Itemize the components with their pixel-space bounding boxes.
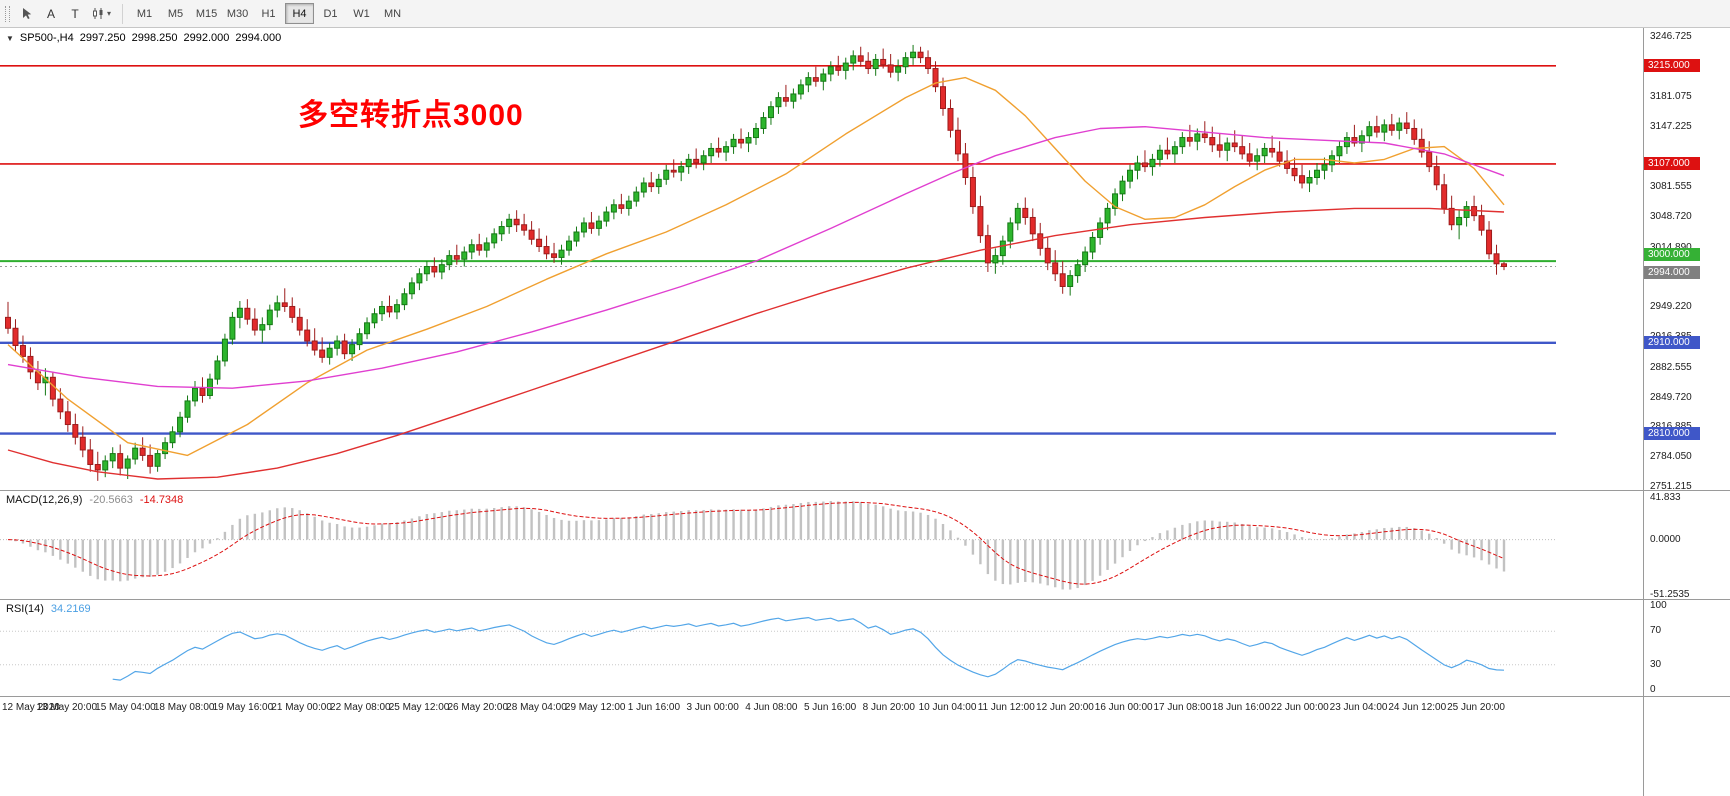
price-tag: 3215.000	[1644, 58, 1700, 72]
main-toolbar: A T ▾ M1 M5 M15 M30 H1 H4 D1 W1 MN	[0, 0, 1730, 28]
low-value: 2992.000	[183, 32, 230, 44]
time-label: 16 Jun 00:00	[1094, 702, 1153, 713]
chart-annotation: 多空转折点3000	[298, 99, 524, 132]
time-label: 23 Jun 04:00	[1329, 702, 1388, 713]
price-tag: 3000.000	[1644, 248, 1700, 262]
close-value: 2994.000	[235, 32, 282, 44]
pointer-tool-button[interactable]	[16, 3, 38, 25]
collapse-icon[interactable]: ▼	[6, 33, 14, 43]
pointer-icon	[21, 7, 33, 20]
timeframe-button-d1[interactable]: D1	[316, 3, 345, 24]
time-label: 5 Jun 16:00	[803, 702, 857, 713]
shapes-tool-button[interactable]: ▾	[88, 3, 115, 25]
time-label: 25 May 12:00	[388, 702, 450, 713]
rsi-label: RSI(14)	[6, 603, 44, 615]
time-label: 24 Jun 12:00	[1388, 702, 1447, 713]
rsi-axis-label: 0	[1650, 684, 1656, 695]
timeframe-button-h4[interactable]: H4	[285, 3, 315, 24]
price-tag: 2910.000	[1644, 335, 1700, 349]
price-tag: 2810.000	[1644, 426, 1700, 440]
timeframe-group: M1 M5 M15 M30 H1 H4 D1 W1 MN	[129, 3, 408, 24]
time-label: 18 May 08:00	[153, 702, 215, 713]
price-tick: 3048.720	[1650, 210, 1692, 222]
rsi-label-row: RSI(14) 34.2169	[6, 603, 91, 615]
time-label: 12 May 2020	[2, 702, 60, 713]
panel-divider[interactable]	[0, 490, 1730, 491]
time-label: 15 May 04:00	[95, 702, 156, 713]
macd-signal-value: -14.7348	[139, 494, 184, 506]
time-label: 12 Jun 20:00	[1036, 702, 1094, 713]
rsi-panel[interactable]: RSI(14) 34.2169	[0, 600, 1643, 696]
high-value: 2998.250	[131, 32, 178, 44]
caret-down-icon: ▾	[107, 9, 112, 18]
rsi-axis-label: 70	[1650, 625, 1662, 637]
price-tick: 2751.215	[1650, 480, 1692, 492]
panel-divider[interactable]	[0, 599, 1730, 600]
rsi-axis-label: 30	[1650, 658, 1662, 670]
timeframe-button-m5[interactable]: M5	[161, 3, 190, 24]
macd-label-row: MACD(12,26,9) -20.5663 -14.7348	[6, 494, 183, 506]
open-value: 2997.250	[79, 32, 126, 44]
timeframe-button-m15[interactable]: M15	[192, 3, 221, 24]
macd-chart-svg[interactable]	[0, 491, 1556, 599]
time-label: 21 May 00:00	[271, 702, 332, 713]
macd-panel[interactable]: MACD(12,26,9) -20.5663 -14.7348	[0, 491, 1643, 599]
time-label: 29 May 12:00	[564, 702, 626, 713]
time-label: 13 May 20:00	[36, 702, 98, 713]
time-label: 28 May 04:00	[506, 702, 567, 713]
price-tick: 3181.075	[1650, 90, 1692, 102]
price-tick: 2882.555	[1650, 361, 1692, 373]
time-label: 8 Jun 20:00	[862, 702, 915, 713]
chart-window: ▼ SP500-,H4 2997.250 2998.250 2992.000 2…	[0, 28, 1730, 796]
price-tick: 3081.555	[1650, 180, 1692, 192]
time-label: 22 May 08:00	[330, 702, 391, 713]
price-tick: 3246.725	[1650, 31, 1692, 42]
price-tick: 2784.050	[1650, 451, 1692, 463]
time-label: 25 Jun 20:00	[1447, 702, 1505, 713]
macd-main-value: -20.5663	[89, 494, 133, 506]
price-tag: 3107.000	[1644, 156, 1700, 170]
symbol-label: SP500-,H4	[19, 32, 74, 44]
label-tool-button[interactable]: A	[40, 3, 62, 25]
time-label: 1 Jun 16:00	[627, 702, 681, 713]
candlestick-chart-icon	[92, 7, 105, 20]
panel-divider[interactable]	[0, 696, 1730, 697]
price-tick: 2849.720	[1650, 391, 1692, 403]
macd-axis-label: -51.2535	[1650, 588, 1690, 600]
price-tick: 3014.890	[1650, 241, 1692, 253]
timeframe-button-m1[interactable]: M1	[130, 3, 159, 24]
time-label: 26 May 20:00	[447, 702, 509, 713]
time-label: 4 Jun 08:00	[745, 702, 798, 713]
time-label: 22 Jun 00:00	[1270, 702, 1329, 713]
rsi-value: 34.2169	[50, 603, 91, 615]
price-tag: 2994.000	[1644, 265, 1700, 279]
time-label: 10 Jun 04:00	[918, 702, 977, 713]
price-chart-svg[interactable]	[0, 28, 1556, 490]
time-label: 19 May 16:00	[212, 702, 274, 713]
time-axis[interactable]: 12 May 2020 13 May 20:00 15 May 04:00 18 Ma…	[0, 697, 1643, 723]
timeframe-button-w1[interactable]: W1	[347, 3, 376, 24]
rsi-axis-label: 100	[1650, 600, 1667, 611]
timeframe-button-h1[interactable]: H1	[254, 3, 283, 24]
macd-axis-label: 0.0000	[1650, 533, 1681, 545]
time-label: 3 Jun 00:00	[686, 702, 739, 713]
macd-axis-label: 41.833	[1650, 492, 1681, 503]
macd-label: MACD(12,26,9)	[6, 494, 83, 506]
price-tick: 3147.225	[1650, 121, 1692, 133]
text-tool-button[interactable]: T	[64, 3, 86, 25]
price-panel[interactable]: ▼ SP500-,H4 2997.250 2998.250 2992.000 2…	[0, 28, 1643, 490]
price-tick: 2949.220	[1650, 301, 1692, 313]
time-label: 18 Jun 16:00	[1212, 702, 1271, 713]
timeframe-button-m30[interactable]: M30	[223, 3, 252, 24]
time-label: 17 Jun 08:00	[1153, 702, 1212, 713]
time-label: 11 Jun 12:00	[977, 702, 1035, 713]
quote-line: ▼ SP500-,H4 2997.250 2998.250 2992.000 2…	[6, 32, 281, 44]
rsi-chart-svg[interactable]	[0, 600, 1556, 696]
timeframe-button-mn[interactable]: MN	[378, 3, 407, 24]
toolbar-grip[interactable]	[5, 5, 10, 22]
price-axis[interactable]: 3246.725 3181.075 3147.225 3081.555 3048.720…	[1643, 28, 1730, 796]
toolbar-separator	[122, 3, 124, 24]
